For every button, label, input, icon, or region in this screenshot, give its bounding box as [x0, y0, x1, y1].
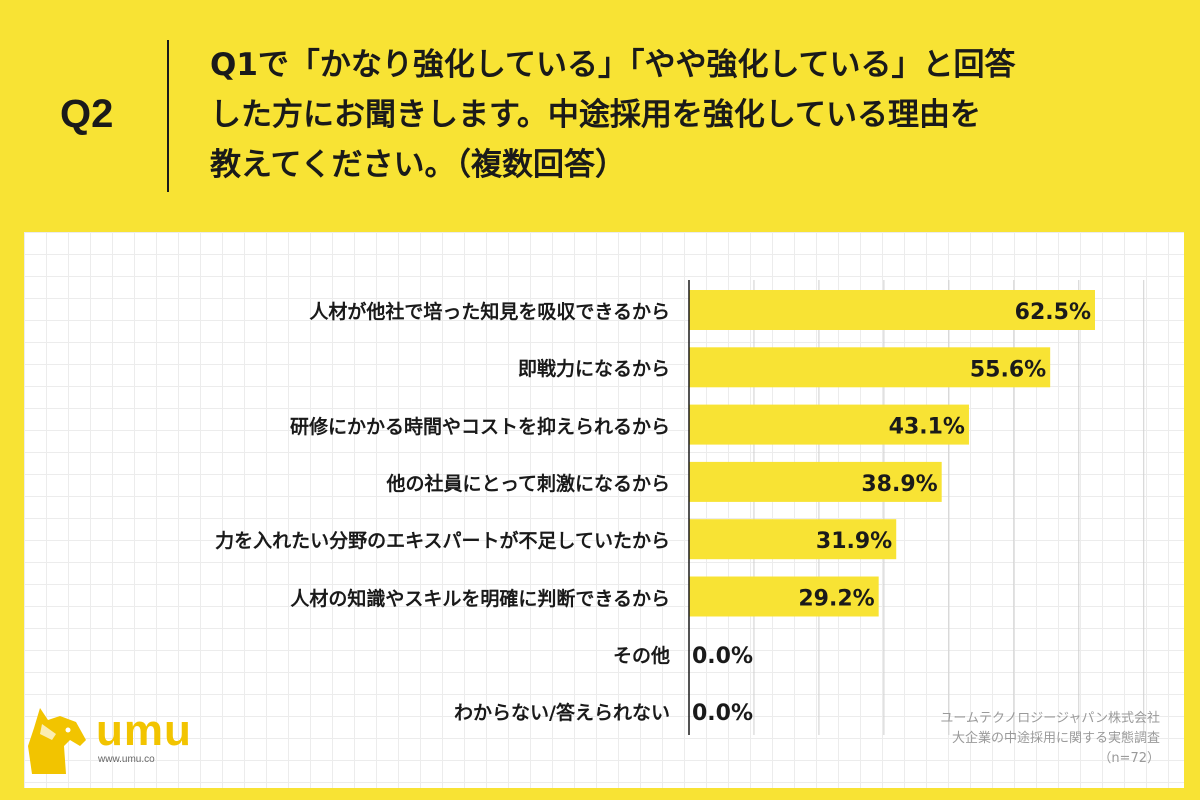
data-label: 29.2% [798, 587, 874, 612]
divider [167, 40, 169, 192]
data-label: 62.5% [1015, 300, 1091, 325]
question-line: 教えてください。（複数回答） [210, 147, 627, 183]
header: Q2 Q1で「かなり強化している」「やや強化している」と回答 した方にお聞きしま… [0, 0, 1200, 230]
credit-sample: （n=72） [1098, 751, 1160, 766]
category-label: その他 [612, 644, 670, 667]
category-label: わからない/答えられない [454, 702, 670, 725]
bar [689, 519, 897, 560]
category-label: 人材の知識やスキルを明確に判断できるから [290, 587, 670, 610]
question-text: Q1で「かなり強化している」「やや強化している」と回答 した方にお聞きします。中… [210, 40, 1170, 190]
category-label: 他の社員にとって刺激になるから [386, 472, 670, 495]
credit-company: ユームテクノロジージャパン株式会社 [940, 711, 1160, 726]
logo-text: umu [96, 706, 192, 755]
data-label: 31.9% [816, 529, 892, 554]
category-label: 人材が他社で培った知見を吸収できるから [309, 301, 670, 323]
bar [689, 347, 1051, 388]
umu-logo: umu www.umu.co [26, 706, 196, 776]
question-line: した方にお聞きします。中途採用を強化している理由を [210, 97, 981, 133]
bar [689, 461, 942, 502]
credit-survey: 大企業の中途採用に関する実態調査 [951, 731, 1160, 746]
data-label: 43.1% [889, 415, 965, 440]
category-label: 即戦力になるから [517, 358, 670, 381]
category-label: 力を入れたい分野のエキスパートが不足していたから [215, 530, 670, 553]
logo-url: www.umu.co [98, 754, 155, 765]
category-label: 研修にかかる時間やコストを抑えられるから [289, 415, 670, 438]
data-label: 0.0% [692, 701, 753, 726]
bar [689, 404, 969, 445]
data-label: 55.6% [970, 357, 1046, 382]
data-label: 0.0% [692, 644, 753, 669]
question-number: Q2 [60, 92, 114, 136]
question-line: Q1で「かなり強化している」「やや強化している」と回答 [210, 47, 1016, 83]
data-label: 38.9% [861, 472, 937, 497]
horse-head-icon [28, 708, 86, 774]
credit: ユームテクノロジージャパン株式会社 大企業の中途採用に関する実態調査 （n=72… [940, 709, 1160, 769]
bar [689, 290, 1095, 330]
bar [689, 576, 879, 617]
